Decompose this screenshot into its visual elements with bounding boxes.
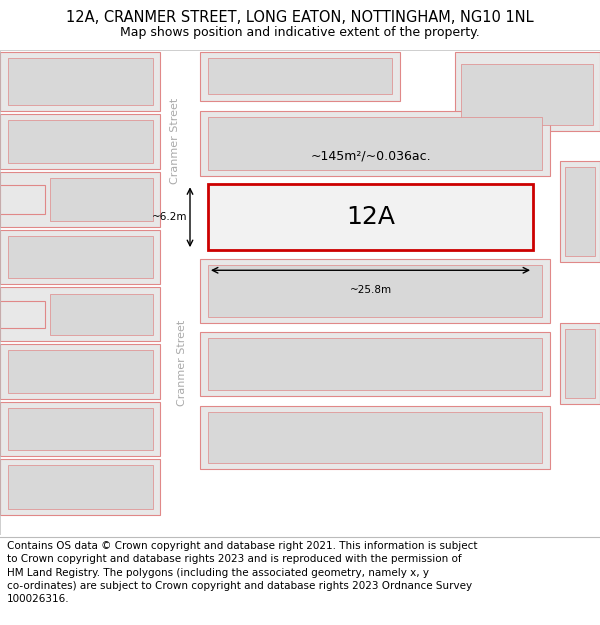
Bar [565, 329, 595, 398]
Text: ~6.2m: ~6.2m [151, 213, 187, 222]
Text: 12A, CRANMER STREET, LONG EATON, NOTTINGHAM, NG10 1NL: 12A, CRANMER STREET, LONG EATON, NOTTING… [66, 10, 534, 25]
Bar [0, 114, 160, 169]
Bar [0, 402, 160, 456]
Bar [8, 465, 153, 509]
Bar [0, 288, 160, 341]
Bar [208, 338, 542, 389]
Text: 12A: 12A [346, 205, 395, 229]
Bar [0, 459, 160, 515]
Bar [0, 186, 45, 214]
Text: Map shows position and indicative extent of the property.: Map shows position and indicative extent… [120, 26, 480, 39]
Bar [200, 111, 550, 176]
Bar [0, 230, 160, 284]
Text: ~25.8m: ~25.8m [349, 286, 392, 296]
Bar [208, 58, 392, 94]
Bar [200, 406, 550, 469]
Bar [200, 52, 400, 101]
Bar [200, 332, 550, 396]
Bar [208, 412, 542, 463]
Text: Cranmer Street: Cranmer Street [170, 98, 180, 184]
Bar [0, 344, 160, 399]
Bar [208, 184, 533, 250]
Bar [0, 173, 160, 227]
Bar [8, 350, 153, 392]
Bar [565, 168, 595, 256]
Text: Cranmer Street: Cranmer Street [177, 320, 187, 406]
Bar [455, 52, 600, 131]
Text: Contains OS data © Crown copyright and database right 2021. This information is : Contains OS data © Crown copyright and d… [7, 541, 478, 604]
Bar [560, 161, 600, 262]
Bar [50, 294, 153, 335]
Bar [8, 120, 153, 163]
Bar [0, 301, 45, 328]
Text: ~145m²/~0.036ac.: ~145m²/~0.036ac. [310, 149, 431, 162]
Bar [8, 58, 153, 104]
Bar [50, 178, 153, 221]
Bar [461, 64, 593, 125]
Bar [560, 322, 600, 404]
Bar [8, 236, 153, 278]
Bar [208, 117, 542, 170]
Polygon shape [155, 50, 195, 535]
Bar [8, 408, 153, 450]
Bar [208, 265, 542, 317]
Bar [200, 259, 550, 322]
Bar [0, 52, 160, 111]
